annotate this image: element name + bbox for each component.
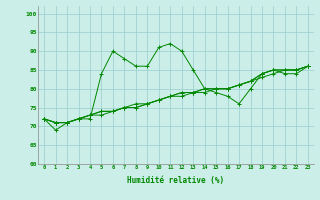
X-axis label: Humidité relative (%): Humidité relative (%) (127, 176, 225, 185)
